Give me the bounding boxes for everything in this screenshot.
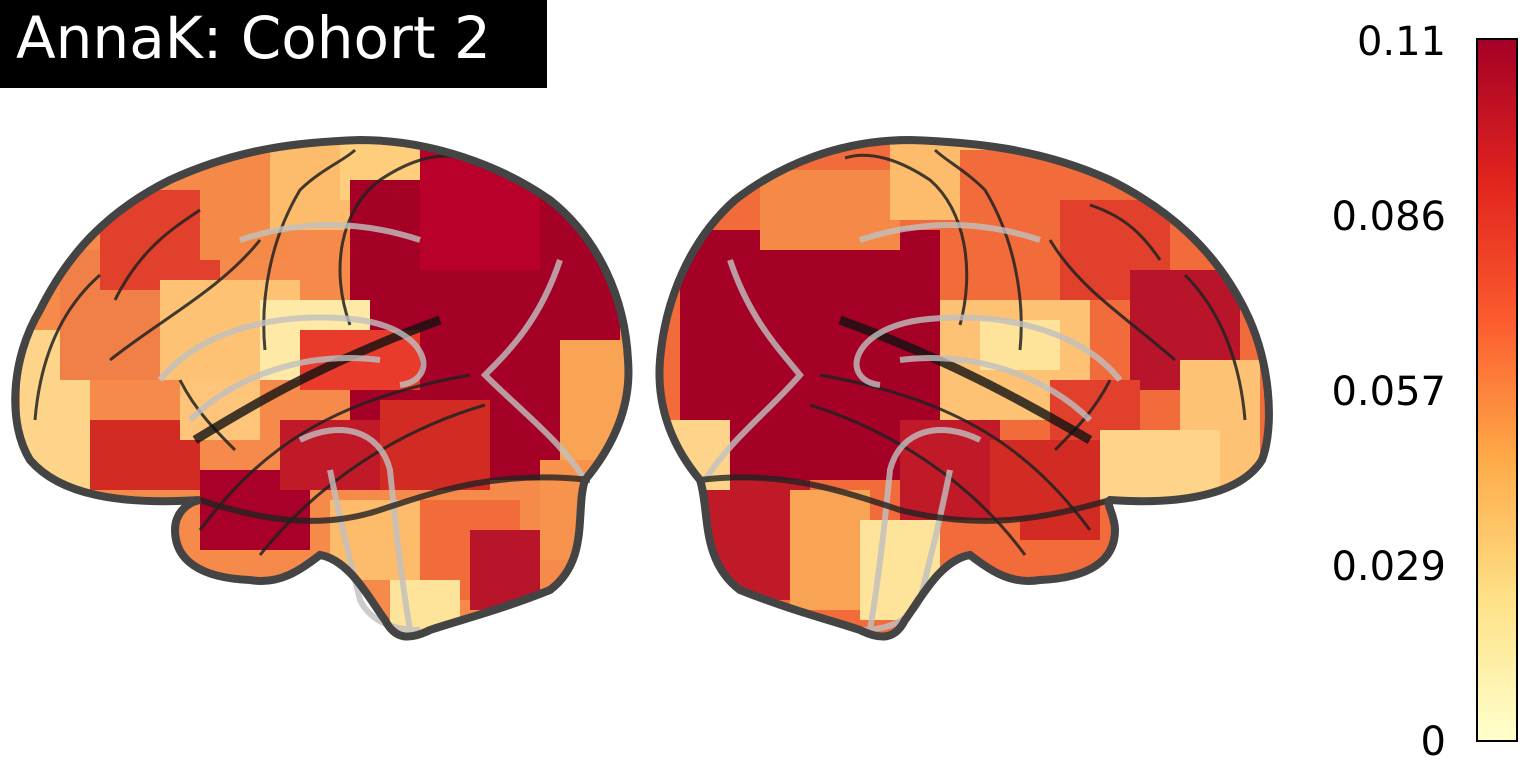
colorbar-tick-0.057: 0.057 (1331, 369, 1446, 415)
colorbar-tick-0.086: 0.086 (1331, 194, 1446, 240)
right-sulci-dark (809, 148, 1247, 556)
left-cerebellum-boundary (199, 474, 591, 524)
left-sulci-dark (33, 148, 486, 556)
right-hemisphere-outline (655, 135, 1273, 641)
left-hemisphere-outline (11, 135, 633, 641)
right-hemisphere (655, 135, 1273, 641)
brain-views (11, 135, 1273, 641)
colorbar (1476, 38, 1518, 742)
right-cerebellum-boundary (699, 474, 1111, 524)
colorbar-tick-0: 0 (1420, 719, 1446, 765)
colorbar-tick-0.11: 0.11 (1356, 19, 1446, 65)
figure-title: AnnaK: Cohort 2 (16, 4, 491, 72)
colorbar-tick-0.029: 0.029 (1331, 544, 1446, 590)
left-medial-outline (157, 222, 588, 633)
left-hemisphere-parcels (15, 140, 629, 637)
left-hemisphere (11, 135, 633, 641)
title-box: AnnaK: Cohort 2 (0, 0, 547, 88)
